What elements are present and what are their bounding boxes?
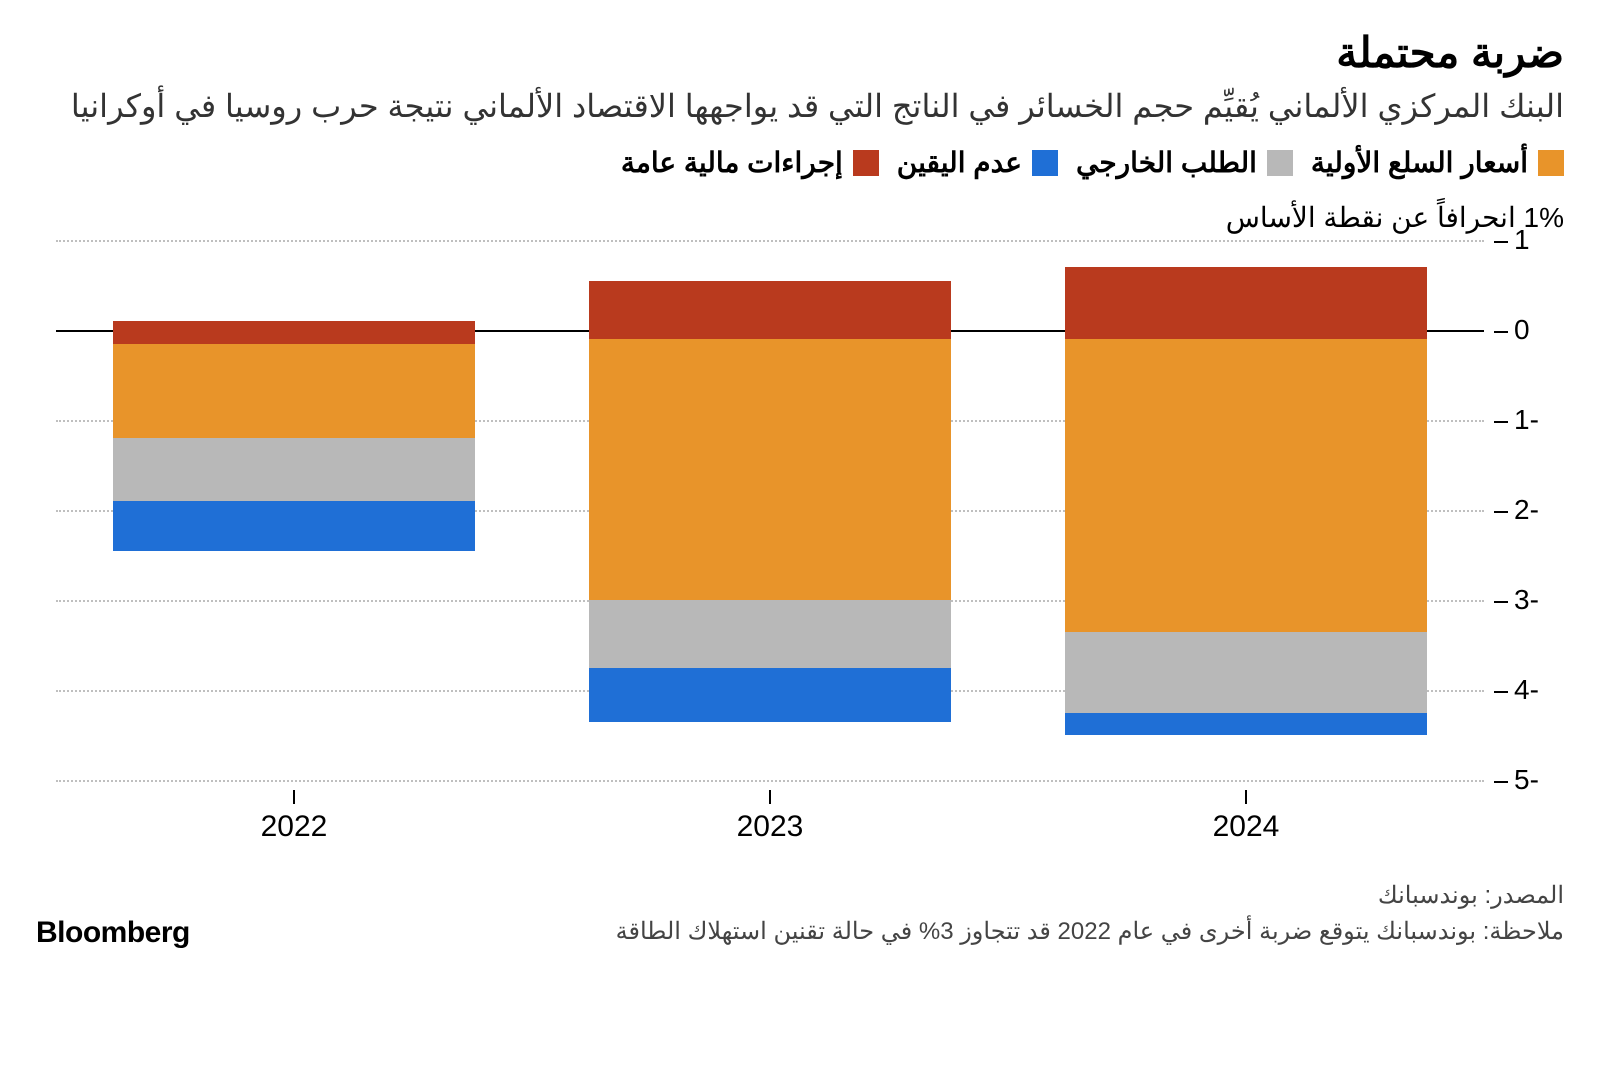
legend-swatch bbox=[853, 150, 879, 176]
bar-segment-fiscal bbox=[1065, 267, 1427, 339]
bar-segment-external bbox=[113, 438, 475, 501]
bar-segment-fiscal bbox=[589, 281, 951, 340]
stacked-bar bbox=[113, 240, 475, 780]
bar-segment-external bbox=[589, 600, 951, 668]
y-tick: 0 bbox=[1494, 314, 1564, 346]
y-axis-label: 1% انحرافاً عن نقطة الأساس bbox=[36, 201, 1564, 234]
legend-swatch bbox=[1538, 150, 1564, 176]
y-tick: 4- bbox=[1494, 674, 1564, 706]
legend-swatch bbox=[1032, 150, 1058, 176]
legend-item: عدم اليقين bbox=[897, 146, 1058, 179]
chart-subtitle: البنك المركزي الألماني يُقيِّم حجم الخسا… bbox=[36, 85, 1564, 128]
bar-segment-uncertain bbox=[589, 668, 951, 722]
legend-item: أسعار السلع الأولية bbox=[1311, 146, 1564, 179]
note-label: ملاحظة: بوندسبانك يتوقع ضربة أخرى في عام… bbox=[616, 914, 1564, 950]
legend-swatch bbox=[1267, 150, 1293, 176]
y-tick: 5- bbox=[1494, 764, 1564, 796]
y-tick: 2- bbox=[1494, 494, 1564, 526]
legend-item: إجراءات مالية عامة bbox=[621, 146, 879, 179]
stacked-bar bbox=[589, 240, 951, 780]
bar-segment-uncertain bbox=[113, 501, 475, 551]
stacked-bar bbox=[1065, 240, 1427, 780]
bar-segment-commodity bbox=[589, 339, 951, 600]
bar-segment-fiscal bbox=[113, 321, 475, 344]
legend-label: إجراءات مالية عامة bbox=[621, 146, 843, 179]
bar-segment-uncertain bbox=[1065, 713, 1427, 736]
x-tick: 2023 bbox=[737, 790, 804, 850]
x-tick: 2022 bbox=[261, 790, 328, 850]
y-tick: 1 bbox=[1494, 224, 1564, 256]
bar-slot bbox=[56, 240, 532, 780]
bar-segment-commodity bbox=[113, 344, 475, 439]
legend-label: عدم اليقين bbox=[897, 146, 1022, 179]
chart-area: 101-2-3-4-5- 202220232024 bbox=[36, 240, 1564, 850]
legend-label: الطلب الخارجي bbox=[1076, 146, 1257, 179]
x-tick: 2024 bbox=[1213, 790, 1280, 850]
chart-title: ضربة محتملة bbox=[36, 28, 1564, 77]
y-tick: 3- bbox=[1494, 584, 1564, 616]
gridline bbox=[56, 780, 1484, 782]
brand-logo: Bloomberg bbox=[36, 916, 190, 950]
bar-segment-external bbox=[1065, 632, 1427, 713]
legend-item: الطلب الخارجي bbox=[1076, 146, 1293, 179]
legend-label: أسعار السلع الأولية bbox=[1311, 146, 1528, 179]
bar-slot bbox=[1008, 240, 1484, 780]
legend: أسعار السلع الأولية الطلب الخارجي عدم اليق… bbox=[36, 146, 1564, 179]
bar-segment-commodity bbox=[1065, 339, 1427, 632]
bar-slot bbox=[532, 240, 1008, 780]
y-tick: 1- bbox=[1494, 404, 1564, 436]
source-label: المصدر: بوندسبانك bbox=[616, 878, 1564, 914]
